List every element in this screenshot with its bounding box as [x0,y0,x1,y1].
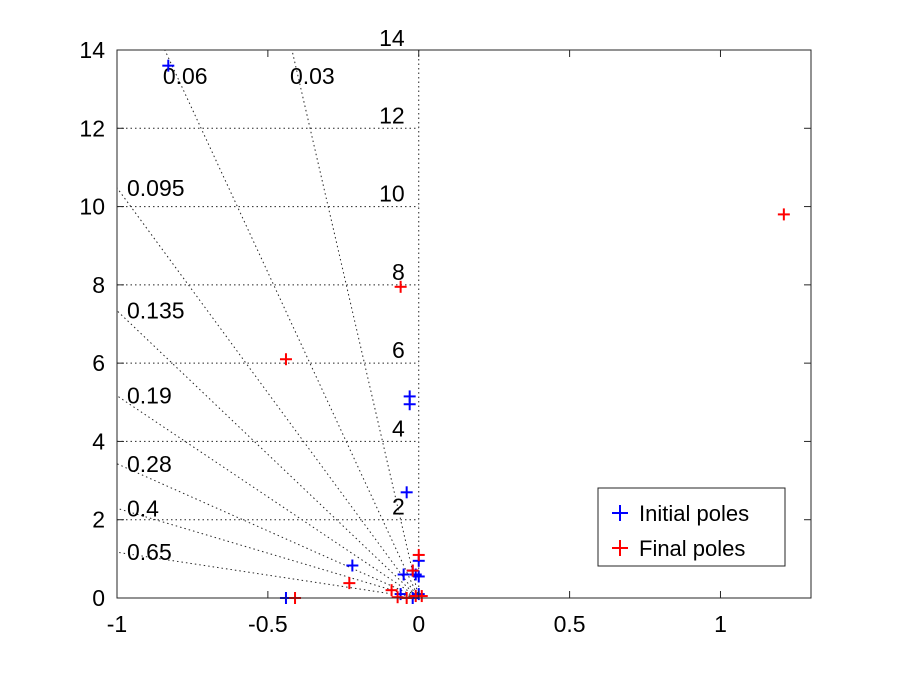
y-tick-label: 10 [79,194,105,220]
grid-damping-line [116,187,420,599]
legend-marker-initial [612,505,628,521]
grid-damping-line [116,463,419,599]
x-tick-label: 0 [412,611,425,637]
legend-marker-final [612,540,628,556]
y-tick-label: 4 [92,428,105,454]
final-pole-marker [394,280,407,293]
final-pole-marker [409,590,422,603]
grid-damping-label: 0.095 [127,175,185,201]
grid-damping-label: 0.135 [127,298,185,324]
grid-damping-label: 0.65 [127,539,172,565]
y-tick-label: 6 [92,350,105,376]
final-pole-marker [406,564,419,577]
legend: Initial poles Final poles [597,487,786,567]
legend-label-final: Final poles [639,536,745,561]
grid-damping-label: 0.03 [290,63,335,89]
grid-damping-label: 0.06 [163,63,208,89]
x-tick-label: -0.5 [248,611,288,637]
grid-damping-line [116,395,420,599]
final-pole-marker [343,577,356,590]
x-tick-label: 0.5 [554,611,586,637]
grid-damping-line [116,310,420,599]
grid-freq-label: 14 [379,25,405,51]
y-tick-label: 2 [92,507,105,533]
final-pole-marker [385,584,398,597]
grid-freq-label: 12 [379,102,405,128]
y-tick-label: 0 [92,585,105,611]
legend-box [597,487,786,567]
y-tick-label: 14 [79,37,105,63]
grid-damping-line [116,507,419,599]
grid-damping-line [291,49,420,599]
x-tick-label: -1 [107,611,127,637]
final-pole-marker [412,548,425,561]
grid-damping-label: 0.28 [127,451,172,477]
grid-freq-label: 8 [392,259,405,285]
grid-damping-line [164,49,420,599]
initial-pole-marker [162,59,175,72]
initial-pole-marker [403,398,416,411]
grid-freq-label: 10 [379,181,405,207]
legend-label-initial: Initial poles [639,501,749,526]
grid-freq-label: 6 [392,337,405,363]
initial-pole-marker [346,559,359,572]
x-tick-label: 1 [714,611,727,637]
initial-pole-marker [400,486,413,499]
y-tick-label: 12 [79,115,105,141]
final-pole-marker [777,208,790,221]
axes-box [116,49,812,599]
grid-damping-line [116,551,419,599]
final-pole-marker [279,353,292,366]
grid-damping-label: 0.19 [127,383,172,409]
grid-freq-label: 4 [392,415,405,441]
grid-layer: 14 12 10 8 6 4 2 0.03 0.06 0.095 0.135 0.19 0.28 0.4 0… [116,25,420,599]
grid-freq-label: 2 [392,494,405,520]
y-tick-label: 8 [92,272,105,298]
grid-damping-label: 0.4 [127,495,159,521]
initial-pole-marker [397,568,410,581]
